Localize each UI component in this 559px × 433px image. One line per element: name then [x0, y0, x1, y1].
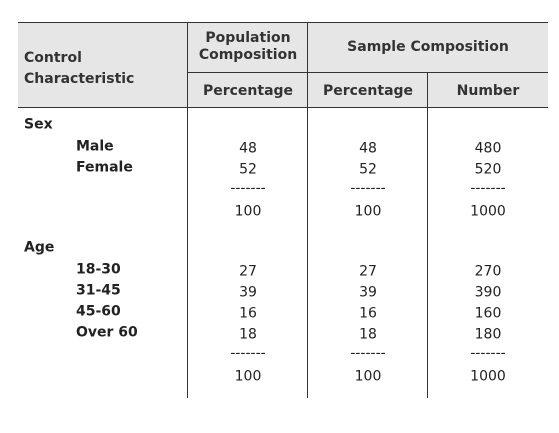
rule [427, 72, 428, 398]
header-cell: Population Composition [198, 30, 298, 63]
cell: 480 [474, 140, 502, 157]
cell: 52 [359, 161, 377, 178]
row-label: 18-30 [76, 261, 121, 278]
rule [187, 22, 188, 398]
section-label: Sex [24, 116, 53, 133]
cell: 18 [239, 326, 257, 343]
total-cell: 100 [354, 203, 382, 220]
cell: 39 [359, 284, 377, 301]
total-cell: 100 [234, 368, 262, 385]
separator: ------- [230, 180, 266, 197]
rule [18, 22, 548, 23]
row-label: 45-60 [76, 303, 121, 320]
subheader-cell: Percentage [202, 83, 294, 99]
rule [18, 107, 548, 108]
cell: 27 [239, 263, 257, 280]
separator: ------- [350, 180, 386, 197]
total-cell: 100 [354, 368, 382, 385]
row-label: Over 60 [76, 324, 138, 341]
rule [188, 72, 548, 73]
cell: 48 [239, 140, 257, 157]
cell: 180 [474, 326, 502, 343]
cell: 48 [359, 140, 377, 157]
separator: ------- [470, 180, 506, 197]
cell: 390 [474, 284, 502, 301]
section-label: Age [24, 239, 55, 256]
cell: 16 [359, 305, 377, 322]
header-cell: Sample Composition [347, 39, 509, 55]
cell: 16 [239, 305, 257, 322]
cell: 52 [239, 161, 257, 178]
cell: 18 [359, 326, 377, 343]
cell: 160 [474, 305, 502, 322]
subheader-cell: Number [456, 83, 520, 99]
cell: 520 [474, 161, 502, 178]
row-label: 31-45 [76, 282, 121, 299]
total-cell: 1000 [470, 203, 506, 220]
header-cell: Control Characteristic [24, 50, 135, 87]
cell: 39 [239, 284, 257, 301]
total-cell: 1000 [470, 368, 506, 385]
cell: 27 [359, 263, 377, 280]
cell: 270 [474, 263, 502, 280]
row-label: Male [76, 138, 114, 155]
rule [307, 22, 308, 398]
row-label: Female [76, 159, 133, 176]
header-background [18, 22, 548, 108]
separator: ------- [470, 345, 506, 362]
total-cell: 100 [234, 203, 262, 220]
subheader-cell: Percentage [322, 83, 414, 99]
separator: ------- [230, 345, 266, 362]
separator: ------- [350, 345, 386, 362]
